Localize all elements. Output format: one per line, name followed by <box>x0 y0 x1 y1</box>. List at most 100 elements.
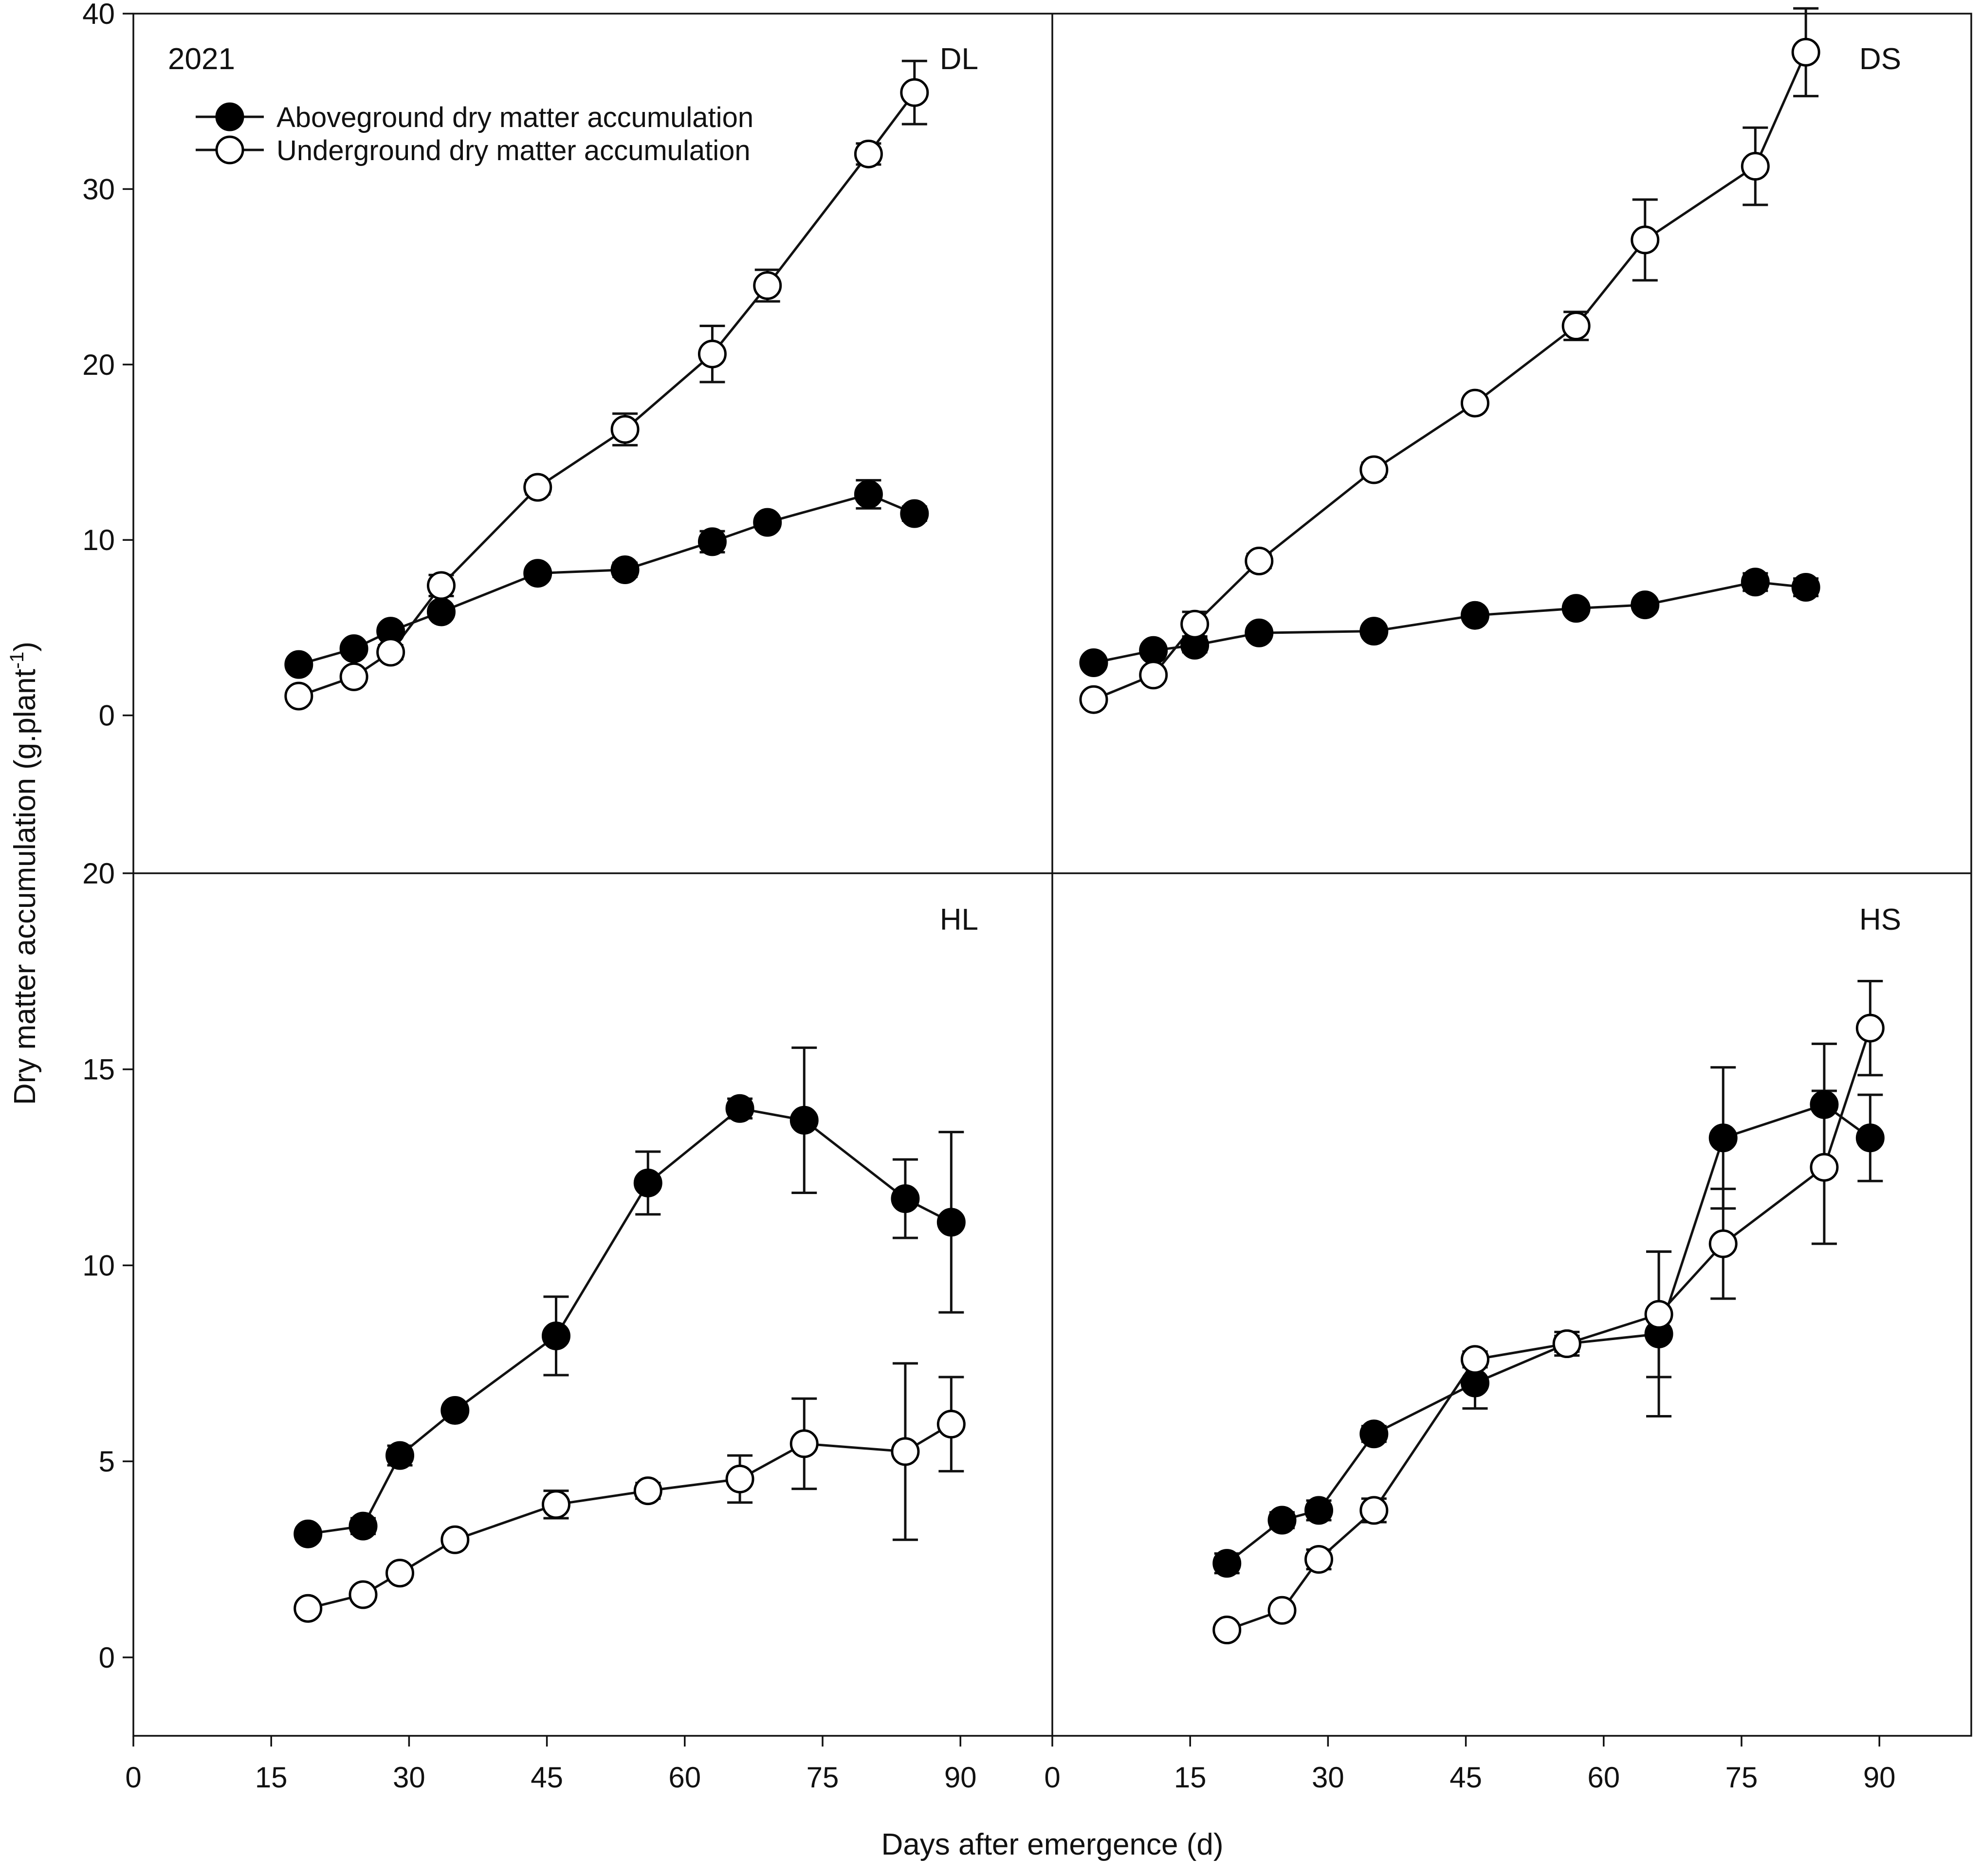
series-line-hl-aboveground <box>308 1107 952 1535</box>
point-hl-aboveground-7 <box>789 1105 819 1135</box>
point-hs-underground-6 <box>1644 1300 1673 1329</box>
point-hl-aboveground-2 <box>385 1441 415 1470</box>
series-line-hs-aboveground <box>1226 1103 1871 1564</box>
y-tick-label-top-20: 20 <box>82 349 115 381</box>
point-hs-aboveground-2 <box>1304 1496 1334 1525</box>
legend-marker-underground <box>215 135 244 165</box>
point-hs-aboveground-3 <box>1359 1419 1389 1449</box>
point-dl-underground-9 <box>900 78 929 107</box>
x-tick-label-left-75: 75 <box>807 1761 839 1794</box>
x-tick-label-left-90: 90 <box>944 1761 977 1794</box>
point-hs-aboveground-0 <box>1212 1549 1242 1578</box>
point-hl-underground-8 <box>891 1437 920 1466</box>
y-tick-label-bottom-5: 5 <box>99 1445 115 1478</box>
point-dl-underground-0 <box>284 681 313 711</box>
point-ds-aboveground-4 <box>1359 617 1389 646</box>
point-ds-aboveground-0 <box>1079 648 1108 678</box>
point-hl-underground-4 <box>541 1490 570 1519</box>
point-dl-aboveground-6 <box>697 527 727 556</box>
point-ds-aboveground-6 <box>1561 594 1591 623</box>
y-tick-label-top-40: 40 <box>82 0 115 30</box>
point-hs-underground-1 <box>1267 1596 1297 1625</box>
series-line-hl-underground <box>308 1423 952 1610</box>
x-tick-label-right-60: 60 <box>1587 1761 1620 1794</box>
x-tick-label-right-90: 90 <box>1863 1761 1896 1794</box>
point-hs-underground-4 <box>1460 1345 1489 1374</box>
point-hs-underground-5 <box>1552 1329 1581 1359</box>
series-line-dl-underground <box>298 92 916 698</box>
x-tick-label-left-60: 60 <box>668 1761 701 1794</box>
point-hl-aboveground-4 <box>541 1321 570 1350</box>
legend: Aboveground dry matter accumulation Unde… <box>196 102 753 166</box>
point-hl-underground-9 <box>936 1410 966 1439</box>
x-tick-label-left-15: 15 <box>255 1761 288 1794</box>
point-dl-underground-5 <box>610 415 640 444</box>
point-ds-underground-3 <box>1245 546 1274 575</box>
x-tick-label-right-45: 45 <box>1449 1761 1482 1794</box>
panel-label-dl: DL <box>940 42 978 76</box>
point-ds-underground-0 <box>1079 685 1108 714</box>
point-hs-underground-9 <box>1855 1013 1885 1043</box>
point-hl-underground-2 <box>385 1559 415 1588</box>
point-ds-aboveground-5 <box>1460 601 1489 630</box>
point-hl-aboveground-5 <box>633 1168 662 1197</box>
point-dl-underground-3 <box>426 571 456 600</box>
y-tick-label-top-10: 10 <box>82 524 115 556</box>
point-dl-aboveground-4 <box>523 559 552 588</box>
panel-label-ds: DS <box>1859 42 1901 76</box>
series-line-ds-underground <box>1093 52 1807 701</box>
point-hl-aboveground-1 <box>349 1511 378 1541</box>
point-hl-aboveground-3 <box>440 1396 470 1425</box>
x-tick-label-left-30: 30 <box>393 1761 425 1794</box>
point-ds-underground-9 <box>1791 37 1820 67</box>
y-tick-label-bottom-15: 15 <box>82 1053 115 1086</box>
point-hs-underground-3 <box>1359 1496 1389 1525</box>
y-tick-label-bottom-0: 0 <box>99 1641 115 1674</box>
point-dl-underground-6 <box>697 339 727 368</box>
x-tick-label-right-30: 30 <box>1312 1761 1344 1794</box>
y-axis-title-close: ) <box>8 642 42 652</box>
point-ds-underground-7 <box>1631 225 1660 255</box>
point-dl-aboveground-0 <box>284 650 313 679</box>
point-hl-underground-0 <box>293 1594 323 1623</box>
point-ds-underground-8 <box>1741 152 1770 181</box>
point-hl-aboveground-6 <box>725 1094 754 1123</box>
point-dl-aboveground-5 <box>610 555 640 584</box>
point-dl-aboveground-7 <box>753 508 782 537</box>
point-hs-underground-7 <box>1708 1229 1738 1258</box>
point-hl-underground-5 <box>633 1476 662 1506</box>
panel-labels: 2021 DL DS HL HS <box>168 42 1901 937</box>
panel-label-hl: HL <box>940 903 978 937</box>
point-ds-underground-6 <box>1561 312 1591 341</box>
point-dl-underground-1 <box>339 662 368 691</box>
point-dl-underground-4 <box>523 473 552 502</box>
point-hs-aboveground-1 <box>1267 1506 1297 1535</box>
point-hl-underground-6 <box>725 1464 754 1493</box>
axis-ticks: 0 15 30 45 60 75 90 0 15 30 45 60 75 90 0 10 20 30 40 0 5 10 1… <box>82 0 1895 1794</box>
x-tick-label-left-45: 45 <box>531 1761 563 1794</box>
point-dl-underground-2 <box>376 638 405 667</box>
x-tick-label-right-0: 0 <box>1044 1761 1060 1794</box>
point-hs-underground-0 <box>1212 1616 1242 1645</box>
point-hl-aboveground-0 <box>293 1519 323 1548</box>
y-tick-label-bottom-20: 20 <box>82 857 115 890</box>
point-ds-aboveground-8 <box>1741 568 1770 597</box>
point-hs-aboveground-9 <box>1855 1123 1885 1153</box>
point-ds-underground-5 <box>1460 388 1489 418</box>
x-tick-label-right-15: 15 <box>1174 1761 1207 1794</box>
y-tick-label-bottom-10: 10 <box>82 1249 115 1282</box>
point-hl-underground-1 <box>349 1580 378 1609</box>
legend-label-aboveground: Aboveground dry matter accumulation <box>276 102 753 133</box>
point-dl-underground-8 <box>854 139 883 168</box>
panel-frames <box>132 13 1972 1737</box>
legend-label-underground: Underground dry matter accumulation <box>276 135 751 166</box>
y-tick-label-top-0: 0 <box>99 699 115 732</box>
point-dl-aboveground-3 <box>426 597 456 626</box>
point-ds-aboveground-7 <box>1631 590 1660 620</box>
plot-series <box>284 7 1885 1645</box>
point-ds-aboveground-3 <box>1245 618 1274 647</box>
point-hl-aboveground-9 <box>936 1208 966 1237</box>
x-tick-label-right-75: 75 <box>1725 1761 1758 1794</box>
y-tick-label-top-30: 30 <box>82 173 115 205</box>
